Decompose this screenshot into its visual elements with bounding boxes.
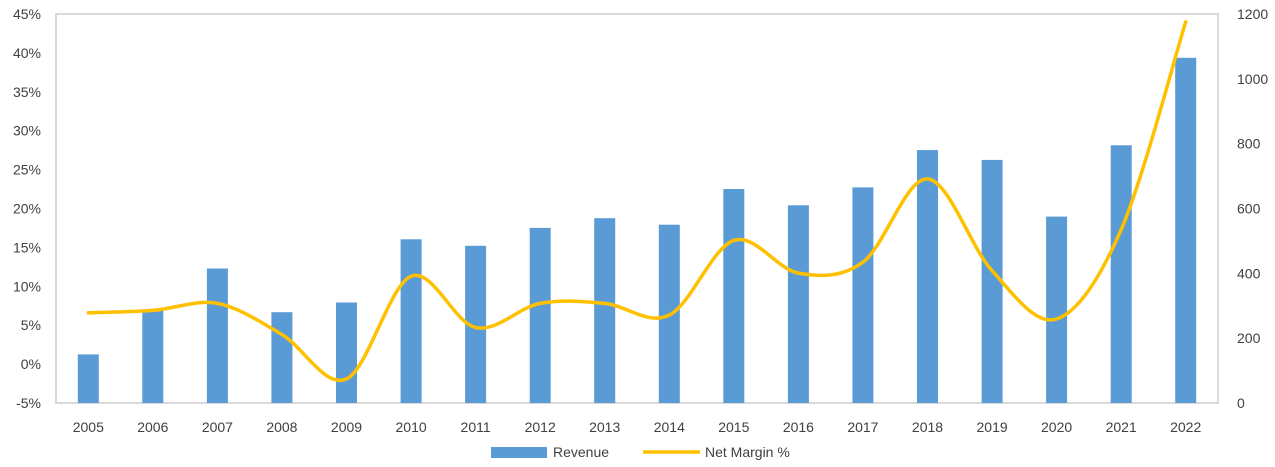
right-tick-label: 400 [1237, 265, 1261, 281]
right-tick-label: 800 [1237, 136, 1261, 152]
legend: Revenue Net Margin % [491, 444, 790, 460]
x-tick-label-2017: 2017 [847, 419, 878, 435]
x-tick-label-2018: 2018 [912, 419, 943, 435]
bar-revenue-2010 [400, 239, 422, 403]
right-tick-label: 600 [1237, 201, 1261, 217]
legend-swatch-revenue [491, 447, 547, 458]
bar-revenue-2006 [142, 310, 164, 403]
x-tick-label-2010: 2010 [396, 419, 427, 435]
bar-revenue-2016 [787, 205, 809, 403]
bar-revenue-2008 [271, 312, 293, 403]
left-tick-label: -5% [16, 395, 41, 411]
bar-revenue-2015 [723, 189, 745, 403]
x-tick-label-2006: 2006 [137, 419, 168, 435]
x-tick-label-2019: 2019 [977, 419, 1008, 435]
left-tick-label: 0% [21, 356, 41, 372]
bar-revenue-2017 [852, 187, 874, 403]
right-tick-label: 1200 [1237, 6, 1268, 22]
bar-revenue-2009 [336, 302, 357, 403]
bar-revenue-2011 [465, 245, 487, 403]
x-tick-label-2008: 2008 [266, 419, 297, 435]
right-axis-ticks: 0 200 400 600 800 1000 1200 [1237, 6, 1268, 411]
plot-area-border [55, 13, 1219, 404]
revenue-bars [77, 57, 1197, 404]
bar-revenue-2019 [981, 159, 1003, 403]
x-tick-label-2007: 2007 [202, 419, 233, 435]
left-tick-label: 40% [13, 45, 41, 61]
left-tick-label: 15% [13, 239, 41, 255]
bar-revenue-2012 [529, 227, 551, 403]
bar-revenue-2020 [1046, 216, 1068, 403]
legend-label-net-margin: Net Margin % [705, 444, 790, 460]
right-tick-label: 1000 [1237, 71, 1268, 87]
x-tick-label-2021: 2021 [1106, 419, 1137, 435]
x-tick-label-2014: 2014 [654, 419, 685, 435]
bar-revenue-2005 [77, 354, 99, 403]
x-tick-label-2020: 2020 [1041, 419, 1072, 435]
right-tick-label: 0 [1237, 395, 1245, 411]
x-tick-label-2022: 2022 [1170, 419, 1201, 435]
left-tick-label: 30% [13, 123, 41, 139]
left-tick-label: 20% [13, 201, 41, 217]
bar-revenue-2013 [594, 218, 616, 403]
net-margin-line [86, 20, 1188, 383]
x-tick-label-2013: 2013 [589, 419, 620, 435]
legend-label-revenue: Revenue [553, 444, 609, 460]
x-tick-label-2012: 2012 [525, 419, 556, 435]
x-tick-label-2005: 2005 [73, 419, 104, 435]
x-tick-label-2009: 2009 [331, 419, 362, 435]
left-tick-label: 5% [21, 317, 41, 333]
left-tick-label: 45% [13, 6, 41, 22]
bar-revenue-2021 [1110, 145, 1132, 404]
x-axis-ticks: 2005 2006 2007 2008 2009 2010 2011 2012 2013 2014… [73, 419, 1202, 435]
bar-revenue-2018 [917, 150, 938, 403]
x-tick-label-2015: 2015 [718, 419, 749, 435]
bar-revenue-2022 [1175, 57, 1197, 404]
left-tick-label: 35% [13, 84, 41, 100]
left-tick-label: 25% [13, 162, 41, 178]
bar-revenue-2007 [206, 268, 228, 403]
right-tick-label: 200 [1237, 330, 1261, 346]
x-tick-label-2011: 2011 [461, 419, 491, 435]
x-tick-label-2016: 2016 [783, 419, 814, 435]
left-tick-label: 10% [13, 278, 41, 294]
left-axis-ticks: -5% 0% 5% 10% 15% 20% 25% 30% 35% 40% 45% [13, 6, 41, 411]
